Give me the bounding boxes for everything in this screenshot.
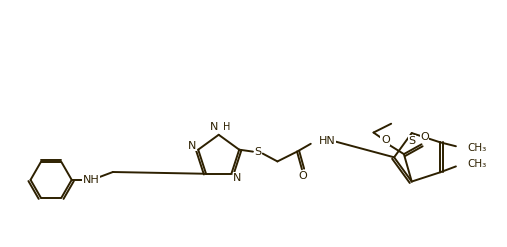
Text: O: O [299, 171, 307, 181]
Text: H: H [223, 122, 230, 132]
Text: NH: NH [83, 175, 100, 185]
Text: S: S [255, 147, 262, 157]
Text: N: N [188, 141, 197, 151]
Text: CH₃: CH₃ [467, 160, 487, 169]
Text: N: N [233, 173, 241, 183]
Text: S: S [408, 136, 415, 146]
Text: O: O [381, 135, 390, 145]
Text: CH₃: CH₃ [467, 143, 487, 153]
Text: HN: HN [318, 136, 335, 146]
Text: N: N [210, 122, 219, 132]
Text: O: O [420, 132, 429, 143]
